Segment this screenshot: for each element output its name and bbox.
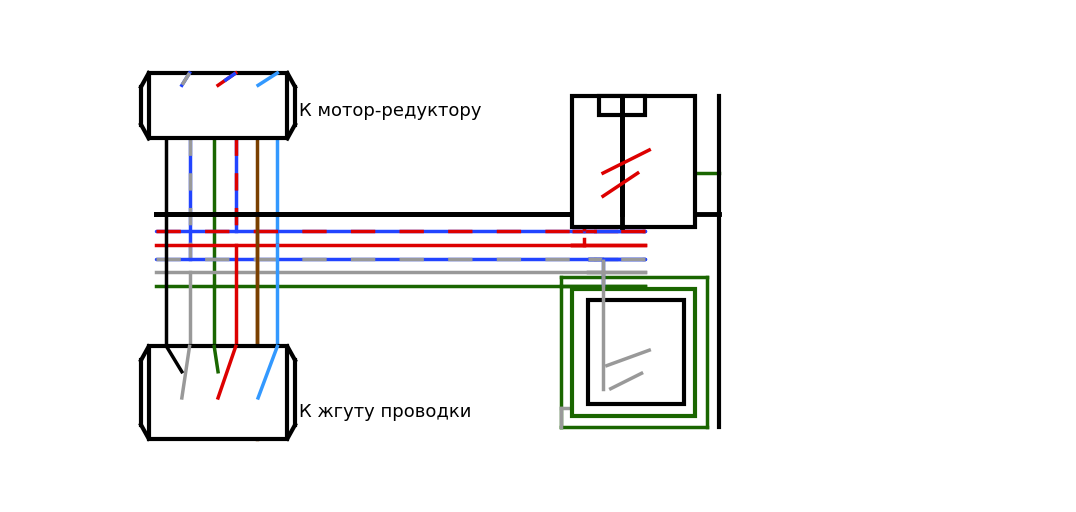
- Bar: [206, 365, 230, 374]
- Bar: [206, 396, 230, 404]
- Bar: [245, 110, 270, 118]
- Bar: [245, 365, 270, 374]
- Bar: [607, 142, 629, 150]
- Bar: [599, 96, 646, 115]
- Bar: [635, 172, 656, 179]
- Bar: [614, 323, 638, 331]
- Bar: [637, 354, 659, 362]
- Text: К жгуту проводки: К жгуту проводки: [299, 403, 471, 421]
- Bar: [245, 83, 270, 92]
- Bar: [572, 96, 695, 227]
- Text: К мотор-редуктору: К мотор-редуктору: [299, 102, 481, 120]
- Bar: [206, 110, 230, 118]
- Bar: [245, 396, 270, 404]
- Bar: [611, 387, 634, 395]
- Bar: [587, 300, 684, 404]
- Bar: [607, 200, 629, 208]
- Bar: [170, 396, 194, 404]
- Bar: [584, 172, 606, 179]
- Bar: [592, 354, 613, 362]
- Bar: [148, 346, 287, 439]
- Bar: [170, 365, 194, 374]
- Bar: [170, 83, 194, 92]
- Bar: [206, 83, 230, 92]
- Bar: [572, 289, 695, 416]
- Bar: [148, 73, 287, 138]
- Bar: [170, 110, 194, 118]
